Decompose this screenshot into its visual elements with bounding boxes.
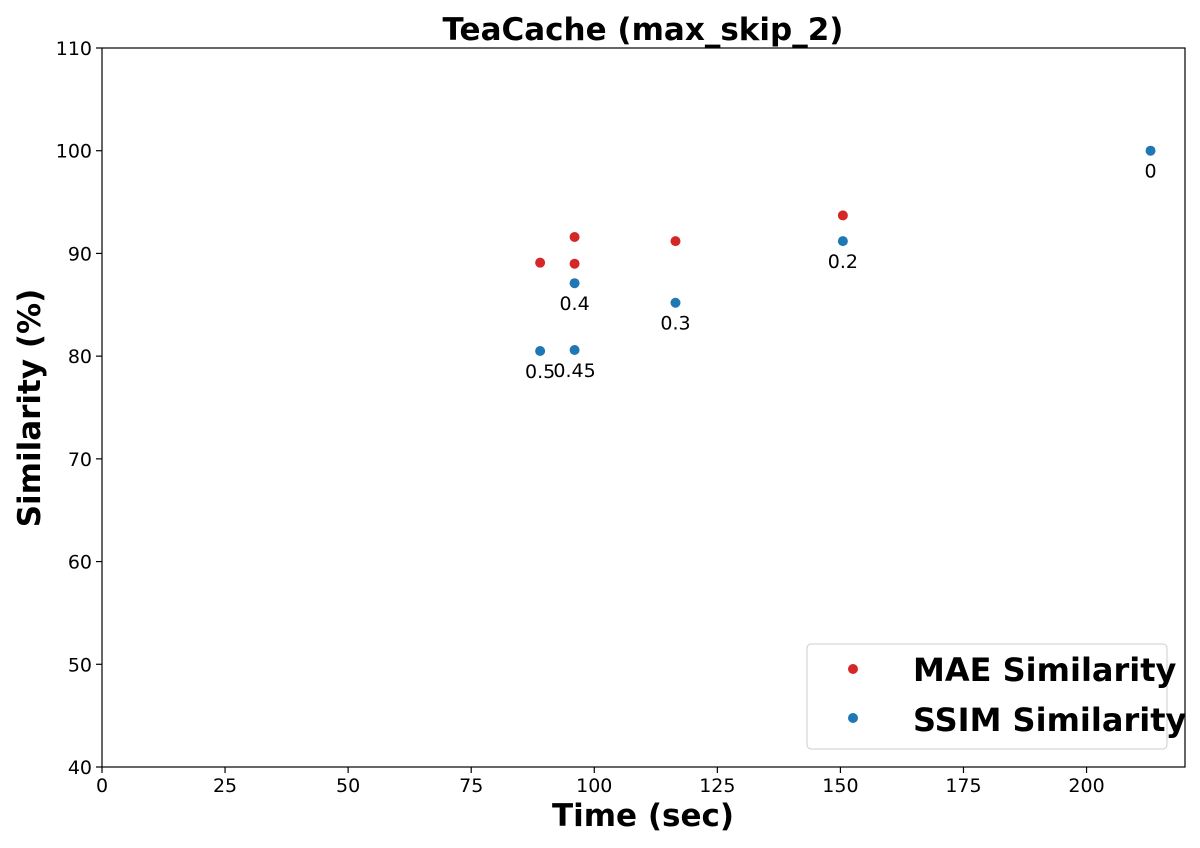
x-tick-label: 200 xyxy=(1068,775,1104,797)
x-tick-label: 175 xyxy=(945,775,981,797)
ssim-point xyxy=(1145,145,1156,156)
mae-point xyxy=(837,210,848,221)
x-tick-label: 100 xyxy=(576,775,612,797)
plot-area-frame xyxy=(101,47,1186,768)
point-label: 0.3 xyxy=(660,313,690,335)
chart-title: TeaCache (max_skip_2) xyxy=(443,12,844,48)
mae-point xyxy=(569,231,580,242)
mae-point xyxy=(670,236,681,247)
y-tick-label: 50 xyxy=(68,654,92,676)
ssim-point xyxy=(535,346,546,357)
data-points xyxy=(535,145,1156,357)
y-tick-label: 40 xyxy=(68,757,92,779)
x-tick-label: 125 xyxy=(699,775,735,797)
legend-marker-mae xyxy=(848,664,858,674)
y-axis-ticks: 40 50 60 70 80 90 100 110 xyxy=(56,38,102,779)
mae-point xyxy=(535,257,546,268)
y-axis-label: Similarity (%) xyxy=(12,289,48,528)
x-axis-label: Time (sec) xyxy=(552,798,734,834)
legend-box xyxy=(806,643,1168,750)
mae-point xyxy=(569,258,580,269)
y-tick-label: 60 xyxy=(68,552,92,574)
point-label: 0.5 xyxy=(525,361,555,383)
legend-label-ssim: SSIM Similarity xyxy=(913,701,1186,739)
y-tick-label: 100 xyxy=(56,141,92,163)
y-tick-label: 90 xyxy=(68,243,92,265)
point-label: 0 xyxy=(1144,161,1156,183)
y-tick-label: 110 xyxy=(56,38,92,60)
x-axis-ticks: 0 25 50 75 100 125 150 175 200 xyxy=(96,767,1105,797)
x-tick-label: 50 xyxy=(336,775,360,797)
x-tick-label: 150 xyxy=(822,775,858,797)
legend-marker-ssim xyxy=(848,713,858,723)
point-label: 0.45 xyxy=(553,360,595,382)
y-tick-label: 70 xyxy=(68,449,92,471)
x-tick-label: 0 xyxy=(96,775,108,797)
ssim-point xyxy=(670,297,681,308)
y-tick-label: 80 xyxy=(68,346,92,368)
ssim-point xyxy=(837,236,848,247)
ssim-point xyxy=(569,278,580,289)
legend-label-mae: MAE Similarity xyxy=(913,651,1177,689)
point-label: 0.2 xyxy=(828,251,858,273)
ssim-point xyxy=(569,344,580,355)
point-labels: 0.50.45 0.4 0.3 0.2 0 xyxy=(525,161,1157,383)
point-label: 0.4 xyxy=(559,293,589,315)
legend: MAE Similarity SSIM Similarity xyxy=(806,643,1186,750)
x-tick-label: 25 xyxy=(213,775,237,797)
x-tick-label: 75 xyxy=(459,775,483,797)
